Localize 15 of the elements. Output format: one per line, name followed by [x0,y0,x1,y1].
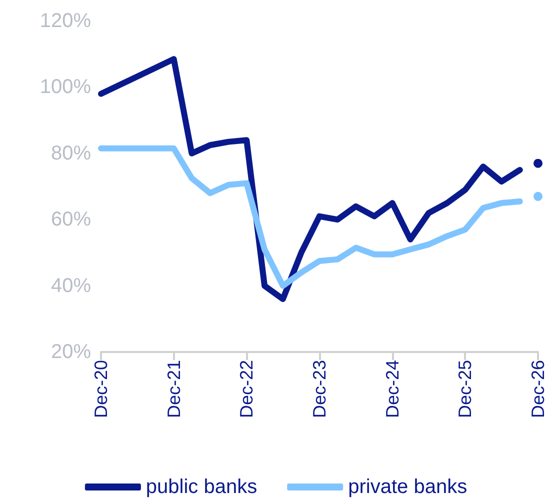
x-tick-label: Dec-24 [382,360,402,418]
y-tick-label: 60% [50,208,92,231]
y-tick-label: 100% [40,76,92,98]
y-tick-label: 20% [50,341,92,363]
legend-label: public banks [146,476,258,498]
x-tick-label: Dec-22 [236,360,257,418]
x-tick-label: Dec-20 [91,360,111,418]
y-tick-label: 120% [40,10,92,32]
x-tick-label: Dec-21 [164,360,184,418]
x-tick-label: Dec-25 [455,360,476,418]
y-tick-label: 40% [50,274,92,297]
x-tick-label: Dec-23 [309,360,330,418]
y-tick-label: 80% [50,142,92,164]
legend-label: private banks [348,476,468,498]
x-tick-label: Dec-26 [528,360,548,418]
